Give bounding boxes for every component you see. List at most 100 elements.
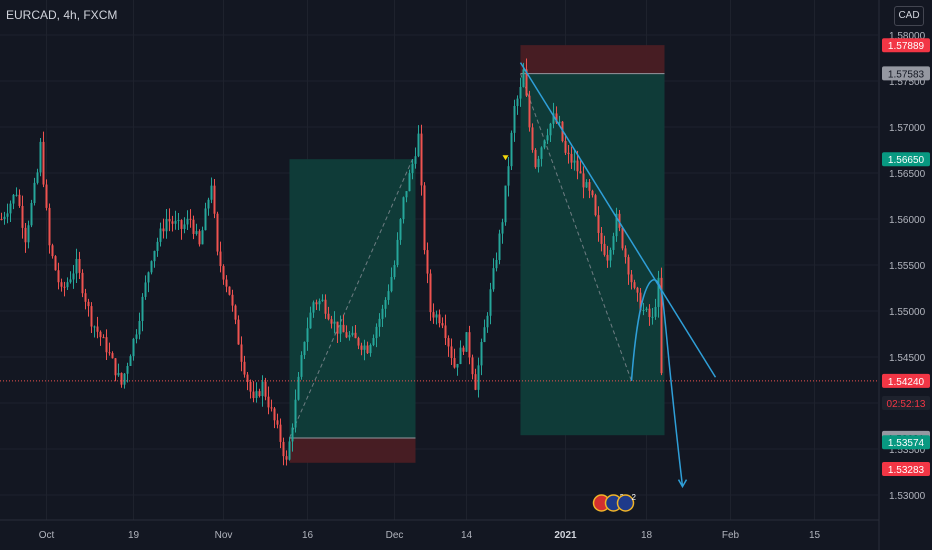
- candle-body: [264, 381, 267, 397]
- candle-body: [429, 273, 432, 313]
- candle: [153, 250, 156, 268]
- time-axis[interactable]: Oct 19 Nov 16 Dec 14 2021 18 Feb 15: [0, 519, 879, 541]
- candle: [609, 247, 612, 268]
- candle: [18, 189, 21, 208]
- candle: [414, 147, 417, 169]
- price-badge-bg: [882, 152, 930, 167]
- candle-body: [210, 185, 213, 200]
- candle-body: [414, 156, 417, 164]
- candle-body: [642, 309, 645, 311]
- candle-body: [408, 173, 411, 192]
- candle: [315, 299, 318, 311]
- price-badge-label: 1.54240: [888, 377, 925, 388]
- candle: [585, 179, 588, 189]
- candle: [390, 267, 393, 293]
- candle-body: [567, 152, 570, 154]
- candle: [642, 302, 645, 316]
- candle: [300, 351, 303, 380]
- candle-body: [156, 241, 159, 251]
- short-position-target-zone: [520, 73, 665, 436]
- candle: [417, 125, 420, 158]
- candle: [57, 262, 60, 290]
- price-badge-label: 1.57889: [888, 41, 925, 52]
- candle-body: [249, 381, 252, 392]
- currency-button[interactable]: CAD: [894, 6, 924, 26]
- candle: [240, 336, 243, 372]
- candle-body: [645, 308, 648, 310]
- candle-body: [507, 166, 510, 186]
- candle-body: [126, 365, 129, 374]
- candle-body: [597, 215, 600, 233]
- candle-body: [48, 207, 51, 246]
- candle: [396, 232, 399, 268]
- symbol-label[interactable]: EURCAD, 4h, FXCM: [6, 8, 118, 22]
- candle-body: [543, 140, 546, 148]
- candle: [207, 197, 210, 216]
- candle-body: [363, 345, 366, 350]
- candle: [288, 437, 291, 461]
- candle: [366, 341, 369, 354]
- candle-body: [324, 299, 327, 314]
- candle: [255, 382, 258, 403]
- candle-body: [129, 356, 132, 366]
- candle-body: [555, 113, 558, 123]
- candle: [489, 282, 492, 325]
- candle: [291, 423, 294, 452]
- candle-body: [375, 326, 378, 339]
- candle-body: [447, 338, 450, 347]
- candle: [27, 220, 30, 249]
- candle-body: [609, 249, 612, 261]
- candle: [84, 288, 87, 310]
- candle-body: [186, 218, 189, 225]
- candle-body: [228, 286, 231, 295]
- price-axis[interactable]: 1.530001.535001.540001.545001.550001.555…: [878, 0, 930, 550]
- price-badge: 02:52:13: [882, 396, 930, 410]
- candle-body: [621, 227, 624, 249]
- candle: [3, 211, 6, 225]
- candle-body: [279, 424, 282, 442]
- candle: [282, 437, 285, 466]
- candle: [441, 317, 444, 329]
- candle-body: [432, 312, 435, 318]
- candle-body: [387, 291, 390, 300]
- candle: [615, 207, 618, 242]
- candle-body: [528, 95, 531, 128]
- candle-body: [42, 141, 45, 185]
- candle-body: [243, 361, 246, 375]
- candle-body: [456, 364, 459, 368]
- candle: [45, 179, 48, 211]
- candle-body: [570, 153, 573, 163]
- candle: [339, 315, 342, 342]
- candle-body: [639, 292, 642, 311]
- drawings: [0, 62, 878, 489]
- price-badge-bg: [882, 373, 930, 388]
- candle: [330, 315, 333, 329]
- event-icon[interactable]: 2: [616, 493, 637, 512]
- candle-body: [111, 353, 114, 359]
- candle: [117, 363, 120, 377]
- time-tick-label: Nov: [215, 530, 233, 541]
- candle: [387, 284, 390, 305]
- short-position-path: [520, 73, 632, 382]
- candle-body: [63, 286, 66, 288]
- candle: [249, 379, 252, 399]
- candle: [342, 314, 345, 333]
- price-badge: 1.53283: [882, 461, 930, 476]
- candle-body: [651, 316, 654, 318]
- candle-body: [138, 321, 141, 335]
- candle: [60, 278, 63, 292]
- candle-body: [114, 358, 117, 376]
- event-markers[interactable]: 32: [592, 493, 637, 512]
- candle: [234, 304, 237, 325]
- candle: [81, 269, 84, 298]
- candle-body: [600, 232, 603, 244]
- candle: [150, 260, 153, 275]
- candle: [435, 310, 438, 325]
- candle-body: [6, 213, 9, 217]
- candle: [111, 351, 114, 359]
- candle: [612, 232, 615, 255]
- candle: [501, 218, 504, 244]
- projection-arrowhead: [677, 479, 688, 489]
- candle-body: [57, 270, 60, 283]
